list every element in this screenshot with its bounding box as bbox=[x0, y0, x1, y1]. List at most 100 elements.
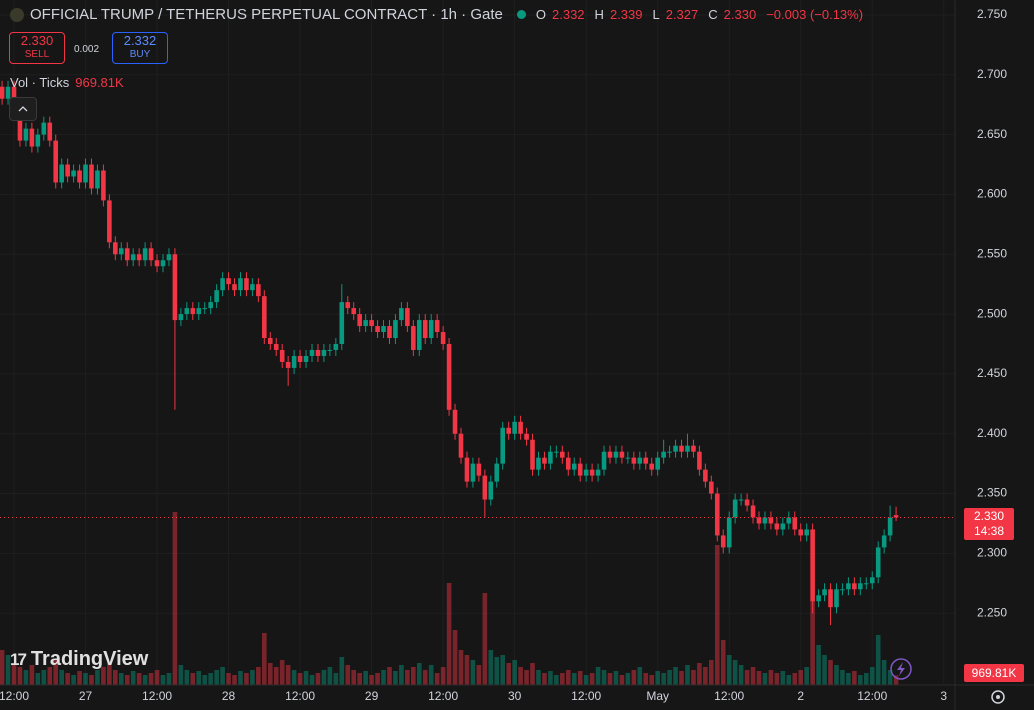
candle-body bbox=[166, 254, 172, 261]
volume-bar bbox=[345, 665, 351, 685]
candle-body bbox=[804, 529, 809, 536]
candle-body bbox=[59, 164, 64, 183]
volume-bar bbox=[595, 667, 601, 685]
candle-body bbox=[244, 278, 249, 291]
volume-bar bbox=[273, 667, 279, 685]
volume-bar bbox=[148, 673, 154, 685]
candle-body bbox=[214, 290, 219, 303]
candle-body bbox=[834, 589, 839, 608]
candle-body bbox=[816, 595, 821, 602]
candle-body bbox=[172, 254, 178, 321]
candle-body bbox=[148, 248, 154, 261]
settings-icon[interactable] bbox=[991, 690, 1005, 704]
candle-body bbox=[5, 86, 11, 99]
volume-bar bbox=[166, 673, 172, 685]
volume-bar bbox=[220, 667, 225, 685]
candle-body bbox=[190, 308, 196, 315]
volume-bar bbox=[858, 675, 863, 685]
candle-body bbox=[548, 451, 553, 464]
candle-body bbox=[387, 326, 392, 339]
candle-body bbox=[83, 164, 88, 183]
volume-bar bbox=[65, 673, 70, 685]
candle-body bbox=[524, 433, 529, 440]
candle-body bbox=[881, 535, 887, 548]
candle-body bbox=[470, 463, 476, 482]
volume-bar bbox=[399, 665, 404, 685]
sell-button[interactable]: 2.330 SELL bbox=[9, 32, 65, 64]
candle-body bbox=[720, 535, 726, 548]
candle-body bbox=[416, 320, 422, 350]
volume-bar bbox=[47, 667, 53, 685]
candle-body bbox=[363, 320, 368, 327]
candle-body bbox=[452, 409, 458, 434]
candle-body bbox=[250, 284, 255, 291]
candle-body bbox=[411, 326, 416, 350]
volume-bar bbox=[89, 675, 94, 685]
volume-bar bbox=[828, 660, 833, 685]
volume-bar bbox=[577, 671, 583, 685]
candle-body bbox=[750, 505, 756, 518]
candle-body bbox=[124, 248, 130, 261]
volume-bar bbox=[476, 665, 482, 685]
settings-icon-center bbox=[996, 695, 1000, 699]
volume-bar bbox=[875, 635, 881, 685]
volume-bar bbox=[810, 600, 815, 685]
candle-body bbox=[697, 451, 702, 470]
volume-bar bbox=[655, 671, 660, 685]
volume-bar bbox=[232, 675, 237, 685]
candle-body bbox=[232, 284, 237, 291]
y-tick-label: 2.750 bbox=[977, 7, 1007, 21]
volume-bar bbox=[804, 667, 809, 685]
candle-body bbox=[220, 278, 225, 291]
volume-bar bbox=[369, 675, 374, 685]
collapse-button[interactable] bbox=[9, 97, 37, 121]
close-value: 2.330 bbox=[723, 7, 757, 22]
candle-body bbox=[77, 170, 82, 183]
volume-bar bbox=[583, 675, 589, 685]
volume-bar bbox=[607, 673, 613, 685]
buy-button[interactable]: 2.332 BUY bbox=[112, 32, 168, 64]
volume-bar bbox=[887, 670, 893, 685]
candle-body bbox=[649, 463, 655, 470]
volume-bar bbox=[589, 673, 595, 685]
candle-body bbox=[607, 451, 613, 458]
alert-icon[interactable] bbox=[890, 658, 912, 680]
volume-bar bbox=[23, 670, 29, 685]
volume-axis-label: 969.81K bbox=[964, 664, 1024, 682]
volume-bar bbox=[649, 675, 655, 685]
countdown: 14:38 bbox=[973, 524, 1005, 538]
volume-bar bbox=[291, 670, 297, 685]
candle-body bbox=[738, 499, 744, 501]
candle-body bbox=[667, 451, 672, 453]
symbol-title[interactable]: OFFICIAL TRUMP / TETHERUS PERPETUAL CONT… bbox=[30, 6, 503, 23]
logo[interactable]: 17 TradingView bbox=[10, 648, 148, 671]
volume-bar bbox=[548, 671, 553, 685]
market-status bbox=[516, 10, 526, 19]
legend: OFFICIAL TRUMP / TETHERUS PERPETUAL CONT… bbox=[10, 6, 867, 23]
candle-body bbox=[530, 439, 535, 470]
candle-body bbox=[53, 140, 59, 183]
volume-bar bbox=[601, 670, 607, 685]
volume-bar bbox=[846, 673, 851, 685]
candle-body bbox=[506, 427, 511, 434]
high-key: H bbox=[594, 7, 604, 22]
candle-body bbox=[339, 302, 345, 344]
volume-bar bbox=[738, 665, 744, 685]
volume-bar bbox=[53, 660, 59, 685]
volume-bar bbox=[130, 671, 136, 685]
candle-body bbox=[589, 469, 595, 476]
volume-bar bbox=[691, 670, 696, 685]
candle-body bbox=[863, 583, 869, 585]
candle-body bbox=[744, 499, 750, 506]
candle-body bbox=[29, 128, 35, 147]
volume-bar bbox=[840, 670, 845, 685]
candle-body bbox=[17, 110, 23, 141]
candle-body bbox=[822, 589, 827, 596]
low-key: L bbox=[652, 7, 660, 22]
volume-bar bbox=[768, 670, 774, 685]
volume-bar bbox=[619, 675, 625, 685]
candle-body bbox=[333, 343, 339, 350]
volume-bar bbox=[726, 655, 732, 685]
x-tick-label: 12:00 bbox=[571, 689, 601, 703]
candle-body bbox=[291, 355, 297, 368]
